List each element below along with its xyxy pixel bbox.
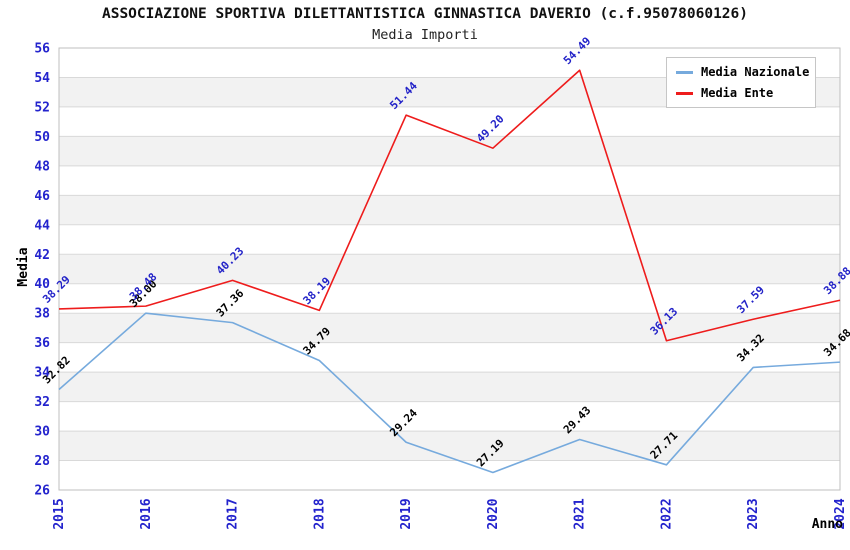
plot-band xyxy=(59,372,840,402)
series-line-1 xyxy=(58,69,841,342)
chart-subtitle: Media Importi xyxy=(372,27,478,43)
y-axis-title: Media xyxy=(16,247,31,286)
x-tick-label: 2019 xyxy=(399,498,414,529)
y-tick-label: 28 xyxy=(34,454,50,469)
plot-band xyxy=(59,136,840,166)
x-tick-label: 2018 xyxy=(312,498,327,529)
chart-title: ASSOCIAZIONE SPORTIVA DILETTANTISTICA GI… xyxy=(101,6,748,22)
y-tick-label: 50 xyxy=(34,130,50,145)
y-tick-label: 44 xyxy=(34,218,50,233)
y-tick-label: 56 xyxy=(34,42,50,57)
x-tick-label: 2016 xyxy=(139,498,154,529)
y-tick-label: 46 xyxy=(34,189,50,204)
plot-band xyxy=(59,254,840,284)
plot-band xyxy=(59,431,840,461)
series-line-0 xyxy=(58,312,841,474)
legend-item-media-ente: Media Ente xyxy=(676,86,806,100)
y-tick-label: 52 xyxy=(34,100,50,115)
point-label: 54.49 xyxy=(561,34,594,67)
y-tick-label: 36 xyxy=(34,336,50,351)
y-tick-label: 48 xyxy=(34,159,50,174)
media-nazionale-line-swatch xyxy=(676,70,693,74)
x-tick-label: 2022 xyxy=(659,498,674,529)
plot-band xyxy=(59,313,840,343)
x-tick-label: 2021 xyxy=(573,498,588,529)
y-tick-label: 34 xyxy=(34,366,50,381)
y-tick-label: 54 xyxy=(34,71,50,86)
legend-label-media-nazionale: Media Nazionale xyxy=(701,65,810,79)
plot-band xyxy=(59,195,840,225)
plot-border xyxy=(58,47,841,491)
y-tick-label: 38 xyxy=(34,307,50,322)
x-tick-label: 2024 xyxy=(833,498,848,529)
x-tick-label: 2015 xyxy=(52,498,67,529)
legend: Media Nazionale Media Ente xyxy=(666,57,816,108)
x-tick-label: 2017 xyxy=(226,498,241,529)
legend-label-media-ente: Media Ente xyxy=(701,86,774,100)
media-ente-line-swatch xyxy=(676,91,693,95)
x-axis-title: Anno xyxy=(812,517,843,532)
x-tick-label: 2023 xyxy=(746,498,761,529)
point-label: 37.59 xyxy=(734,283,767,316)
y-tick-label: 42 xyxy=(34,248,50,263)
y-tick-label: 32 xyxy=(34,395,50,410)
legend-item-media-nazionale: Media Nazionale xyxy=(676,65,810,79)
x-tick-label: 2020 xyxy=(486,498,501,529)
y-tick-label: 40 xyxy=(34,277,50,292)
y-tick-label: 30 xyxy=(34,425,50,440)
y-tick-label: 26 xyxy=(34,484,50,499)
